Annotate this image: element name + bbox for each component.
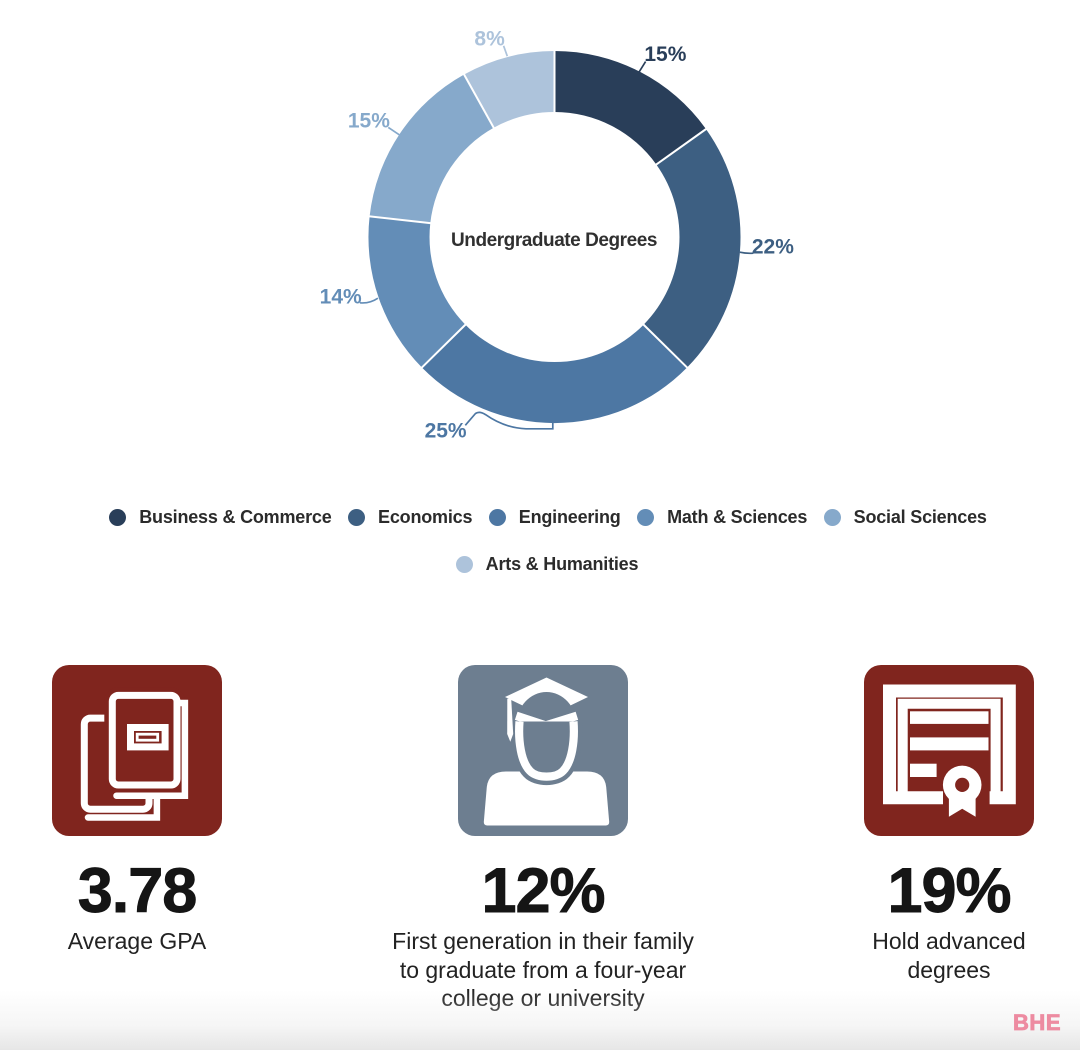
svg-text:15%: 15%	[348, 109, 390, 132]
svg-text:14%: 14%	[320, 285, 362, 308]
svg-text:15%: 15%	[644, 43, 686, 66]
svg-text:25%: 25%	[425, 419, 467, 442]
svg-text:8%: 8%	[474, 27, 505, 50]
svg-text:Undergraduate Degrees: Undergraduate Degrees	[451, 230, 657, 251]
svg-text:22%: 22%	[752, 236, 794, 259]
